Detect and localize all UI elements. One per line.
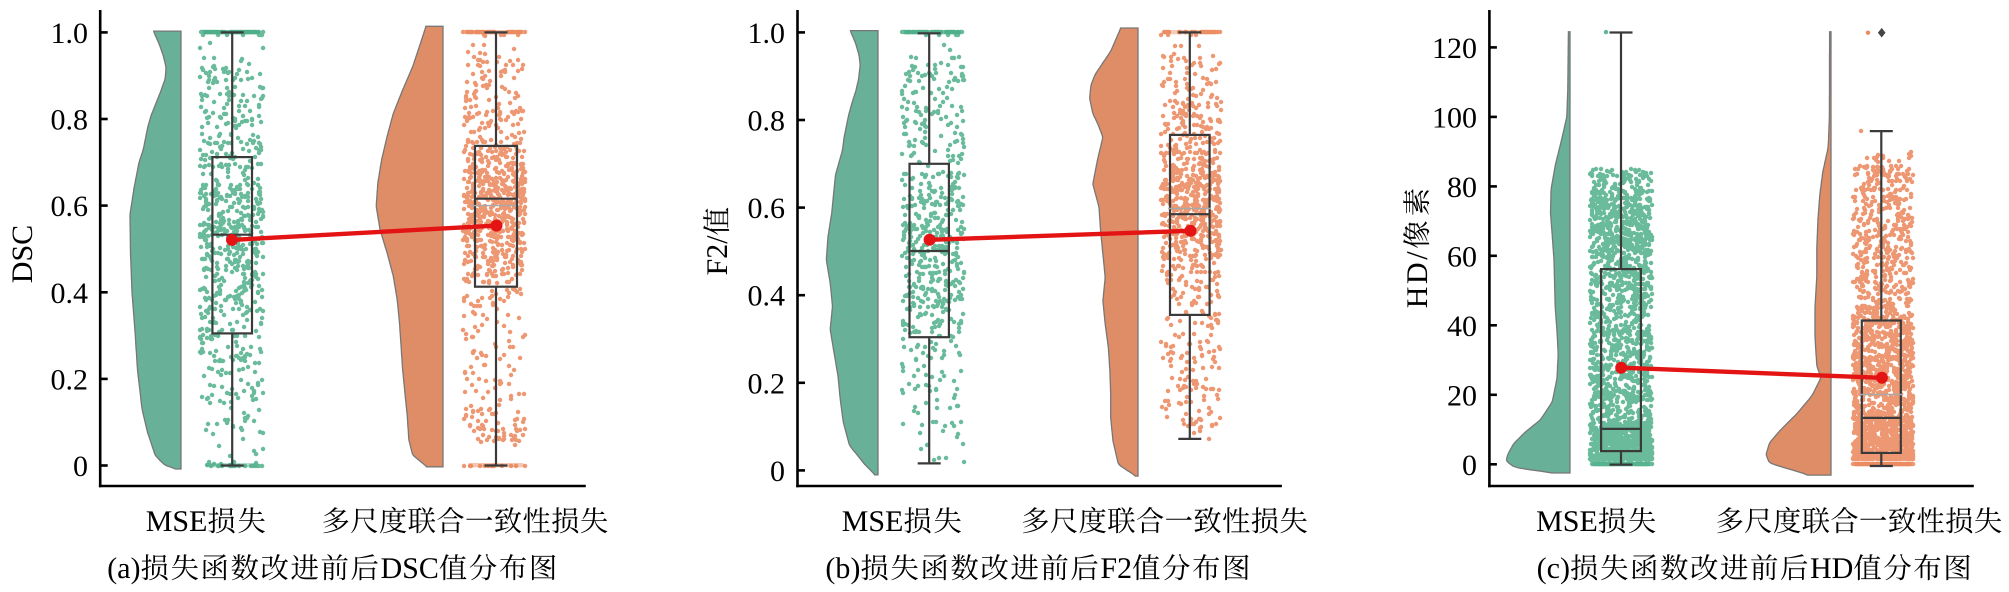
svg-text:0.4: 0.4: [51, 277, 89, 310]
svg-text:0.6: 0.6: [51, 190, 89, 223]
svg-text:1.0: 1.0: [748, 17, 786, 50]
svg-text:120: 120: [1432, 32, 1477, 65]
svg-text:0.2: 0.2: [748, 367, 786, 400]
svg-text:80: 80: [1447, 171, 1477, 204]
svg-text:DSC: DSC: [6, 225, 39, 283]
svg-text:0.6: 0.6: [748, 192, 786, 225]
svg-text:0: 0: [1462, 449, 1477, 482]
svg-text:1.0: 1.0: [51, 17, 89, 50]
svg-text:0: 0: [73, 450, 88, 483]
svg-text:100: 100: [1432, 101, 1477, 134]
svg-text:0.4: 0.4: [748, 280, 786, 313]
svg-text:0.8: 0.8: [51, 104, 89, 137]
svg-text:0.2: 0.2: [51, 363, 89, 396]
svg-text:60: 60: [1447, 240, 1477, 273]
svg-text:40: 40: [1447, 310, 1477, 343]
svg-text:0.8: 0.8: [748, 105, 786, 138]
svg-text:20: 20: [1447, 379, 1477, 412]
svg-text:0: 0: [770, 455, 785, 488]
